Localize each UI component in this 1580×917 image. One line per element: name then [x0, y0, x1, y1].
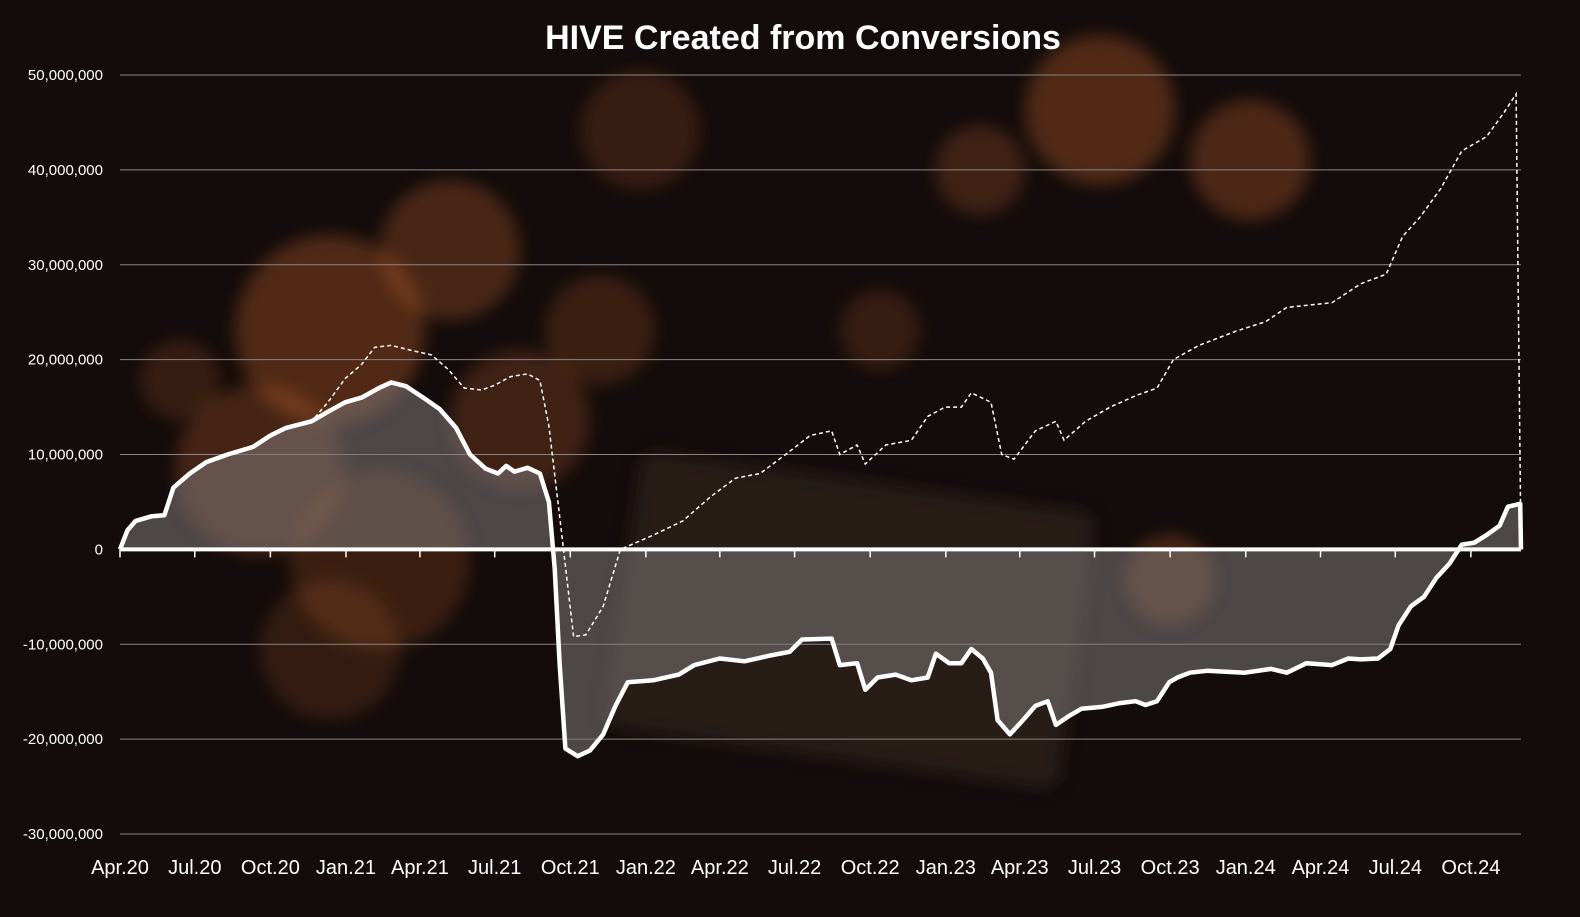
y-tick-label: 0 — [95, 541, 103, 558]
x-tick-label: Jul.23 — [1068, 857, 1121, 879]
decor-blob — [140, 340, 220, 420]
x-tick-label: Jul.22 — [768, 857, 821, 879]
series-dashed-line — [119, 91, 1522, 638]
x-tick-label: Oct.22 — [841, 857, 900, 879]
background-decoration — [140, 35, 1310, 789]
x-tick-label: Apr.21 — [391, 857, 449, 879]
x-tick-label: Jul.24 — [1369, 857, 1422, 879]
x-tick-label: Oct.20 — [241, 857, 300, 879]
x-tick-label: Jan.21 — [316, 857, 376, 879]
area-fill-path — [120, 382, 1521, 757]
y-tick-label: 10,000,000 — [28, 447, 103, 464]
decor-blob — [260, 580, 400, 720]
y-axis: 50,000,000 40,000,000 30,000,000 20,000,000… — [23, 67, 103, 843]
y-tick-label: -30,000,000 — [23, 826, 103, 843]
series-solid-line — [117, 380, 1524, 759]
x-tick-label: Jul.20 — [168, 857, 221, 879]
x-tick-label: Jan.23 — [916, 857, 976, 879]
y-tick-label: -10,000,000 — [23, 636, 103, 653]
decor-blob — [1190, 100, 1310, 220]
decor-blob — [1025, 35, 1175, 185]
chart-title: HIVE Created from Conversions — [545, 19, 1061, 57]
x-tick-label: Apr.20 — [91, 857, 149, 879]
decor-blob — [840, 290, 920, 370]
x-tick-label: Jan.24 — [1216, 857, 1276, 879]
y-tick-label: 30,000,000 — [28, 257, 103, 274]
x-tick-label: Oct.23 — [1141, 857, 1200, 879]
area-fill — [120, 382, 1521, 757]
y-tick-label: 40,000,000 — [28, 162, 103, 179]
y-tick-label: -20,000,000 — [23, 731, 103, 748]
decor-blob — [545, 275, 655, 385]
x-axis: Apr.20 Jul.20 Oct.20 Jan.21 Apr.21 Jul.21 Oct.… — [91, 549, 1500, 879]
x-tick-label: Oct.21 — [541, 857, 600, 879]
decor-blob — [580, 70, 700, 190]
series-lines — [117, 91, 1524, 759]
x-tick-label: Jul.21 — [468, 857, 521, 879]
x-tick-label: Apr.24 — [1292, 857, 1350, 879]
x-tick-label: Apr.22 — [691, 857, 749, 879]
x-tick-label: Oct.24 — [1441, 857, 1500, 879]
gridlines — [120, 74, 1521, 835]
y-tick-label: 20,000,000 — [28, 352, 103, 369]
y-tick-label: 50,000,000 — [28, 67, 103, 84]
x-tick-label: Apr.23 — [991, 857, 1049, 879]
x-tick-label: Jan.22 — [616, 857, 676, 879]
decor-blob — [380, 180, 520, 320]
decor-blob — [235, 235, 425, 425]
